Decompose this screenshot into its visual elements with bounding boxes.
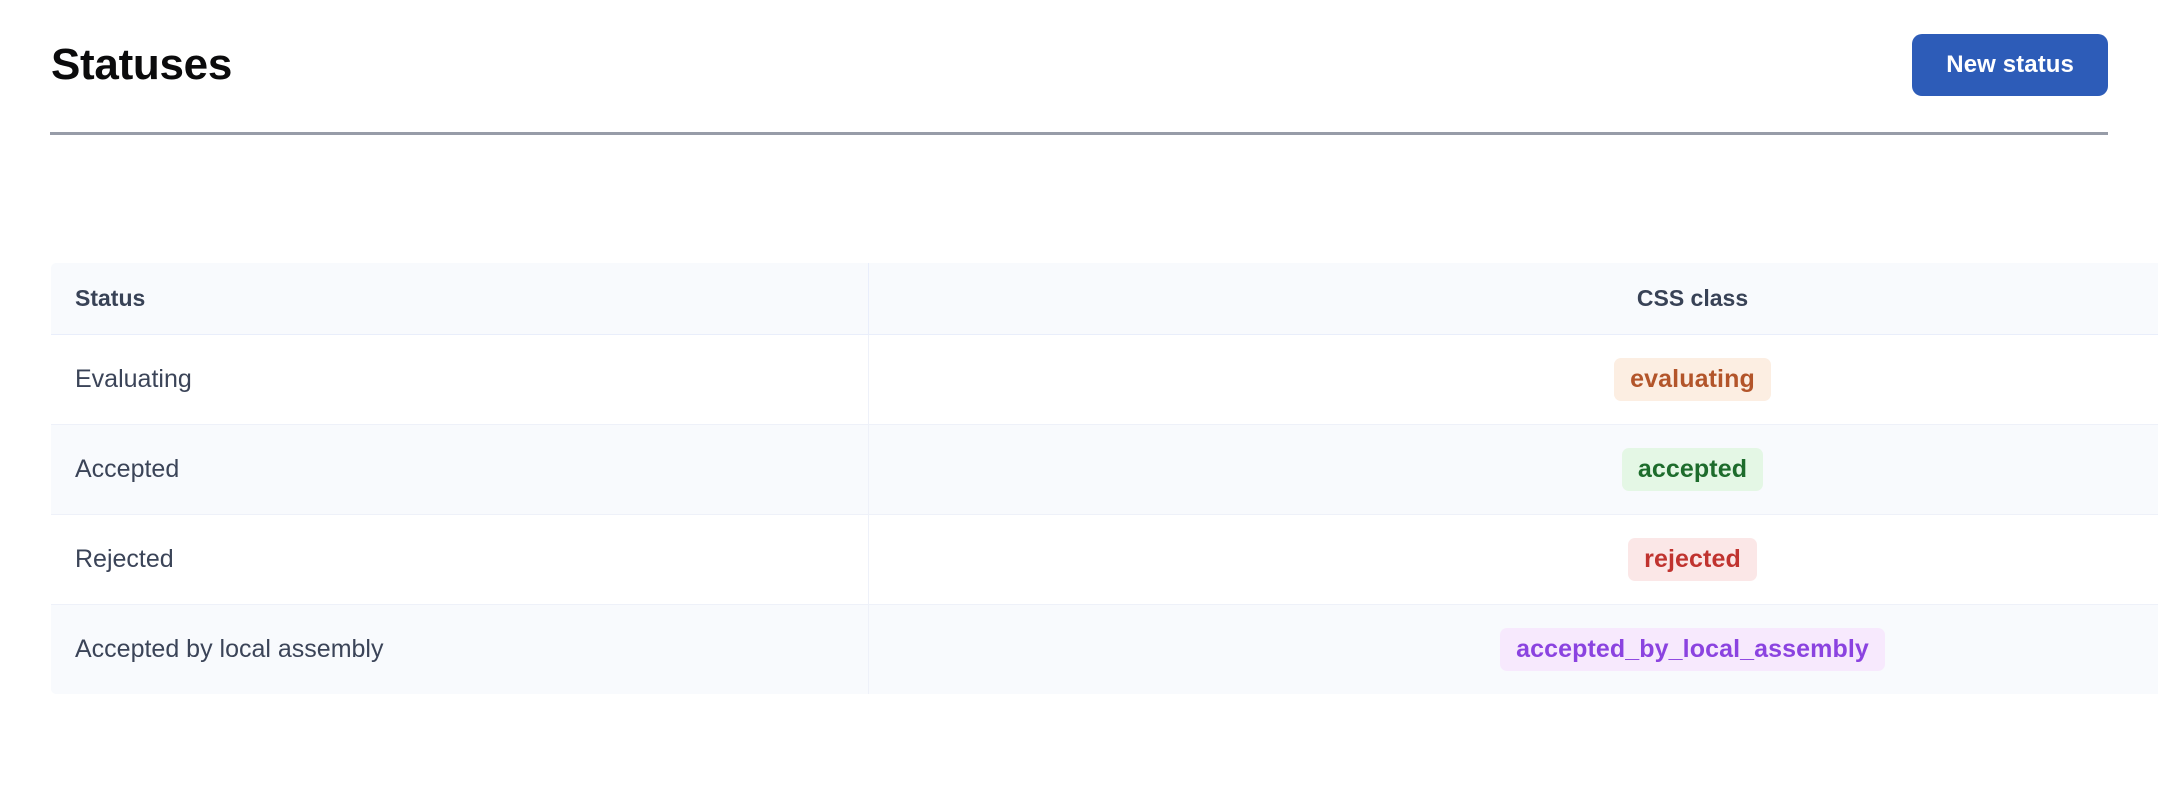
table-row: Accepted accepted bbox=[51, 424, 2158, 515]
status-badge: accepted_by_local_assembly bbox=[1500, 627, 1885, 672]
page-header: Statuses New status bbox=[50, 26, 2108, 104]
cell-css-class: evaluating bbox=[868, 334, 2158, 425]
cell-status-name: Rejected bbox=[51, 514, 869, 605]
status-badge: evaluating bbox=[1614, 357, 1771, 402]
table-header: Status CSS class Actions bbox=[51, 263, 2158, 335]
table-header-row: Status CSS class Actions bbox=[51, 263, 2158, 335]
cell-status-name: Evaluating bbox=[51, 334, 869, 425]
table-row: Evaluating evaluating bbox=[51, 334, 2158, 425]
header-divider bbox=[50, 132, 2108, 135]
cell-status-name: Accepted bbox=[51, 424, 869, 515]
cell-css-class: rejected bbox=[868, 514, 2158, 605]
column-header-status: Status bbox=[51, 263, 869, 335]
table-row: Accepted by local assembly accepted_by_l… bbox=[51, 604, 2158, 694]
statuses-table: Status CSS class Actions Evaluating eval… bbox=[50, 262, 2158, 695]
statuses-table-container: Status CSS class Actions Evaluating eval… bbox=[50, 262, 2158, 695]
status-badge: accepted bbox=[1621, 447, 1764, 492]
cell-css-class: accepted_by_local_assembly bbox=[868, 604, 2158, 694]
status-badge: rejected bbox=[1628, 537, 1757, 582]
cell-status-name: Accepted by local assembly bbox=[51, 604, 869, 694]
new-status-button[interactable]: New status bbox=[1912, 34, 2108, 96]
cell-css-class: accepted bbox=[868, 424, 2158, 515]
table-body: Evaluating evaluating bbox=[51, 334, 2158, 694]
table-row: Rejected rejected bbox=[51, 514, 2158, 605]
column-header-css-class: CSS class bbox=[868, 263, 2158, 335]
page-title: Statuses bbox=[51, 40, 233, 89]
